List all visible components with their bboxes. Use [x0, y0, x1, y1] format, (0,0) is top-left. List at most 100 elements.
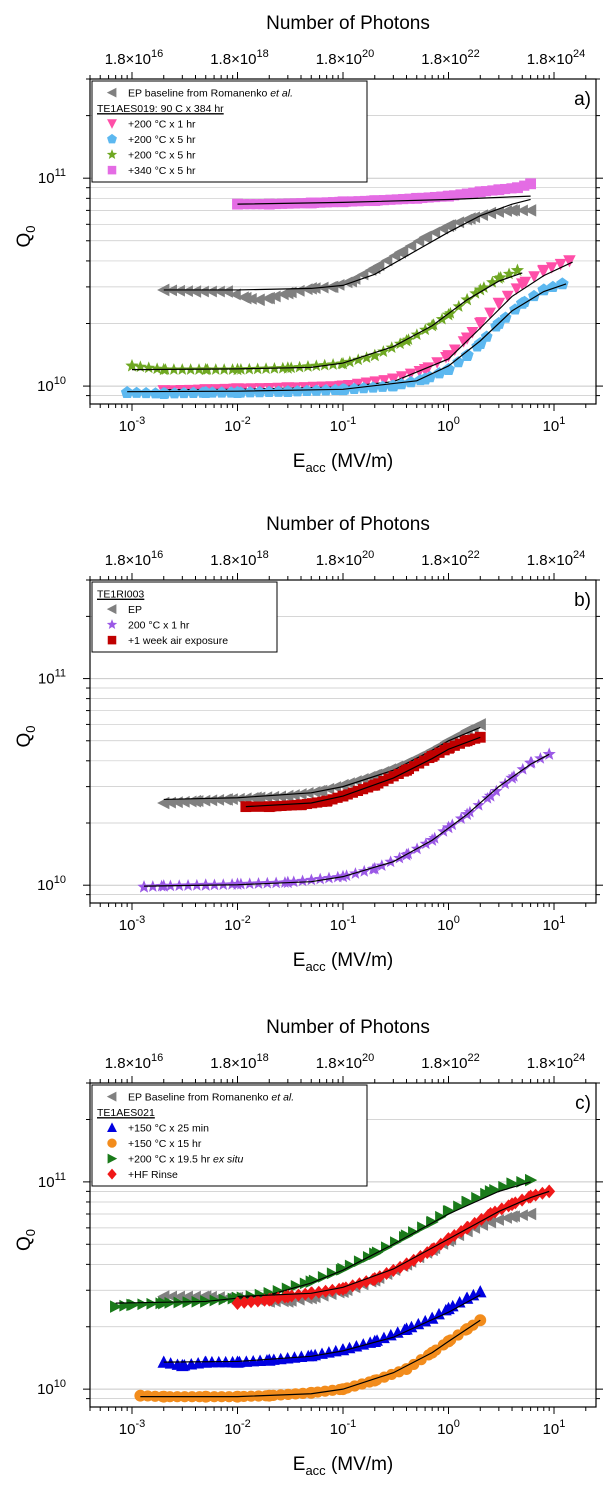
- data-point: [480, 330, 493, 342]
- data-point: [360, 351, 373, 364]
- data-point: [304, 1349, 318, 1362]
- data-point: [110, 1300, 123, 1313]
- data-point: [220, 793, 233, 806]
- series-1: [157, 1285, 487, 1372]
- data-point: [516, 204, 528, 217]
- data-point: [500, 205, 512, 217]
- data-point: [528, 271, 541, 283]
- chart-panel-b: 10-3 10-2 10-1 100 101 1010 1011 1.8×1016 1.8×10…: [14, 514, 603, 974]
- data-point: [537, 264, 551, 278]
- data-point: [299, 1277, 312, 1290]
- legend-marker: [106, 619, 118, 630]
- data-point: [199, 386, 213, 398]
- y-tick-label: 1010: [37, 874, 66, 894]
- data-point: [417, 192, 428, 204]
- data-point: [305, 1386, 318, 1399]
- legend: EP baseline from Romanenko et al. TE1AES0…: [91, 80, 368, 183]
- data-point: [137, 880, 151, 893]
- data-point: [519, 180, 530, 191]
- data-point: [287, 875, 300, 888]
- data-point: [293, 284, 305, 297]
- fit-line: [131, 272, 523, 371]
- data-point: [506, 1177, 519, 1190]
- x-tick-label: 101: [543, 914, 566, 934]
- data-point: [281, 385, 295, 398]
- data-point: [376, 380, 389, 392]
- data-point: [484, 307, 496, 320]
- series-2: [134, 1314, 487, 1403]
- data-point: [263, 1292, 276, 1307]
- data-point: [510, 263, 525, 277]
- data-point: [327, 794, 338, 805]
- legend-box: [91, 80, 368, 183]
- series-4: [231, 1184, 556, 1311]
- legend-marker: [107, 1168, 117, 1180]
- data-point: [505, 204, 518, 217]
- x-tick-label: 100: [437, 415, 460, 435]
- data-point: [563, 255, 576, 268]
- data-point: [433, 367, 446, 379]
- data-point: [455, 189, 466, 200]
- data-point: [400, 1363, 413, 1375]
- data-point: [525, 178, 537, 190]
- legend-label: +200 °C x 5 hr: [128, 150, 196, 162]
- data-point: [243, 877, 256, 890]
- y-tick-label: 1010: [37, 375, 66, 395]
- legend-label: +200 °C x 19.5 hr ex situ: [128, 1154, 244, 1166]
- data-point: [252, 293, 265, 307]
- data-point: [173, 284, 185, 297]
- fit-line: [163, 726, 481, 801]
- data-point: [505, 1210, 518, 1223]
- series-1: [137, 747, 556, 893]
- data-point: [528, 289, 540, 302]
- data-point: [378, 375, 391, 387]
- data-point: [272, 385, 285, 397]
- data-point: [231, 386, 244, 398]
- legend-label: EP: [128, 604, 142, 616]
- top-tick-label: 1.8×1022: [421, 549, 480, 569]
- data-point: [492, 206, 504, 218]
- series-3: [110, 1173, 538, 1313]
- legend-marker: [107, 635, 117, 645]
- series-2: [120, 277, 569, 399]
- panel-label: b): [574, 590, 591, 611]
- data-point: [260, 791, 273, 804]
- fit-line: [140, 1319, 481, 1398]
- x-tick-label: 10-3: [119, 914, 145, 934]
- data-point: [329, 781, 342, 793]
- axis-ticks: [83, 72, 603, 411]
- top-tick-label: 1.8×1024: [527, 549, 586, 569]
- data-point: [398, 193, 409, 205]
- data-point: [331, 870, 344, 883]
- top-tick-label: 1.8×1022: [421, 1052, 480, 1072]
- data-point: [404, 193, 415, 204]
- data-point: [199, 878, 213, 891]
- y-tick-label: 1010: [37, 1378, 66, 1398]
- top-tick-label: 1.8×1024: [527, 1052, 586, 1072]
- fit-line: [237, 195, 531, 205]
- data-point: [484, 1185, 498, 1198]
- data-point: [368, 1334, 382, 1347]
- top-axis-title: Number of Photons: [266, 514, 430, 535]
- fit-line: [163, 198, 531, 291]
- data-point: [498, 1180, 510, 1193]
- data-point: [506, 183, 517, 194]
- data-point: [369, 195, 381, 207]
- x-tick-label: 101: [543, 415, 566, 435]
- data-point: [281, 875, 295, 889]
- data-point: [433, 1307, 445, 1320]
- y-tick-label: 1011: [38, 668, 66, 688]
- x-axis-title: Eacc (MV/m): [293, 451, 393, 475]
- data-point: [296, 874, 309, 887]
- y-axis-title: Q0: [14, 725, 38, 747]
- data-point: [530, 1188, 542, 1202]
- data-point: [142, 361, 155, 374]
- data-point: [525, 1173, 538, 1187]
- legend-header: TE1AES021: [97, 1107, 155, 1119]
- legend-marker: [106, 149, 118, 160]
- data-point: [269, 876, 283, 889]
- data-point: [468, 187, 479, 198]
- data-point: [317, 1271, 330, 1283]
- fit-line: [144, 753, 550, 887]
- legend-header: TE1AES019: 90 C x 384 hr: [97, 103, 224, 115]
